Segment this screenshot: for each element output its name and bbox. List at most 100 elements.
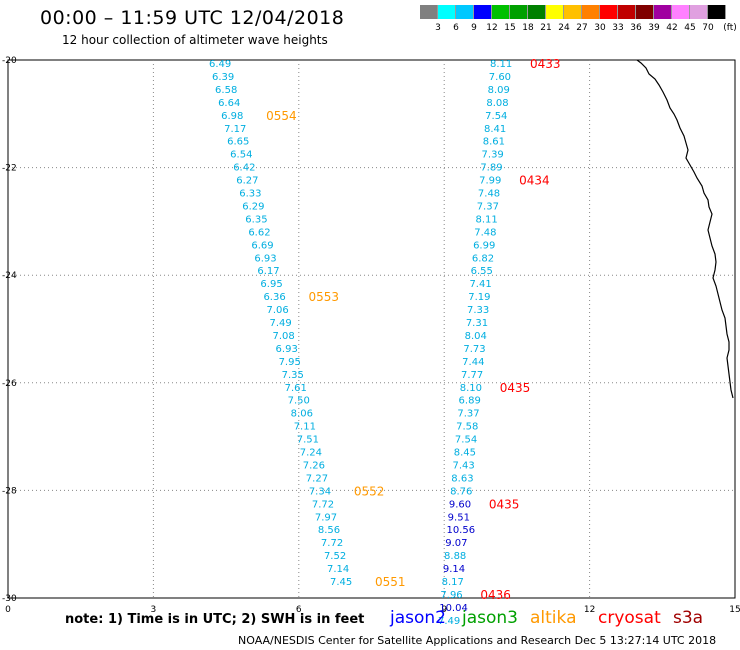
legend-label: 21	[540, 23, 552, 33]
wave-height-label: 7.24	[300, 448, 322, 459]
wave-height-label: 8.04	[465, 331, 487, 342]
wave-height-label: 7.54	[455, 435, 477, 446]
pass-time-label: 0435	[500, 381, 531, 395]
legend-unit: (ft)	[723, 23, 737, 33]
wave-height-label: 7.11	[294, 422, 316, 433]
legend-label: 36	[630, 23, 642, 33]
wave-height-label: 8.63	[451, 473, 473, 484]
x-tick-label: 12	[584, 605, 595, 615]
map-subtitle: 12 hour collection of altimeter wave hei…	[62, 33, 328, 47]
wave-height-label: 8.88	[444, 551, 466, 562]
wave-height-label: 6.62	[248, 227, 270, 238]
wave-height-label: 7.31	[466, 318, 488, 329]
wave-height-label: 8.76	[450, 486, 472, 497]
pass-time-label: 0436	[480, 588, 511, 602]
wave-height-label: 8.06	[291, 409, 313, 420]
pass-time-label: 0433	[530, 57, 561, 71]
legend-swatch	[474, 5, 492, 19]
wave-height-label: 9.60	[449, 499, 471, 510]
wave-height-label: 9.07	[445, 538, 467, 549]
satellite-name: s3a	[673, 608, 704, 628]
legend-swatch	[510, 5, 528, 19]
wave-height-label: 7.37	[477, 201, 499, 212]
wave-height-label: 8.56	[318, 525, 340, 536]
wave-height-label: 7.41	[469, 279, 491, 290]
legend-swatch	[564, 5, 582, 19]
wave-height-label: 7.61	[285, 383, 307, 394]
x-tick-label: 3	[151, 605, 157, 615]
legend-label: 42	[666, 23, 678, 33]
wave-height-label: 7.45	[330, 577, 352, 588]
wave-height-label: 6.93	[254, 253, 276, 264]
legend-swatch	[690, 5, 708, 19]
satellite-name: cryosat	[598, 608, 661, 628]
wave-height-label: 9.14	[443, 564, 465, 575]
coastline	[636, 59, 734, 399]
legend-swatch	[600, 5, 618, 19]
wave-height-label: 7.97	[315, 512, 337, 523]
satellite-name: altika	[530, 608, 577, 628]
grid-lines: 0 3 6 9 12 15 -20 -22 -24 -26 -28 -30	[2, 56, 740, 615]
wave-height-label: 7.49	[270, 318, 292, 329]
legend-label: 33	[612, 23, 624, 33]
wave-height-label: 7.26	[303, 460, 325, 471]
wave-height-label: 6.17	[257, 266, 279, 277]
pass-time-label: 0435	[489, 497, 520, 511]
wave-height-label: 7.72	[312, 499, 334, 510]
y-tick-label: -30	[2, 594, 17, 604]
wave-height-label: 7.48	[478, 189, 500, 200]
wave-height-label: 6.89	[459, 396, 481, 407]
wave-height-label: 10.04	[439, 603, 468, 614]
wave-height-label: 9.51	[448, 512, 470, 523]
wave-height-label: 7.33	[467, 305, 489, 316]
wave-height-label: 8.08	[486, 98, 508, 109]
note-text: note: 1) Time is in UTC; 2) SWH is in fe…	[65, 612, 365, 627]
wave-height-label: 7.39	[482, 150, 504, 161]
wave-height-label: 7.58	[456, 422, 478, 433]
wave-height-label: 7.49	[438, 616, 460, 627]
wave-height-label: 7.44	[462, 357, 484, 368]
wave-height-label: 6.93	[276, 344, 298, 355]
wave-height-label: 6.54	[230, 150, 252, 161]
wave-height-label: 7.48	[474, 227, 496, 238]
wave-height-label: 8.45	[454, 448, 476, 459]
legend-swatch	[708, 5, 726, 19]
legend-label: 18	[522, 23, 534, 33]
wave-height-label: 7.17	[224, 124, 246, 135]
legend-swatch	[582, 5, 600, 19]
pass-time-label: 0553	[308, 290, 339, 304]
wave-height-label: 6.98	[221, 111, 243, 122]
wave-height-label: 6.95	[260, 279, 282, 290]
wave-height-label: 6.65	[227, 137, 249, 148]
wave-height-label: 7.96	[440, 590, 462, 601]
y-tick-label: -26	[2, 379, 17, 389]
legend-label: 3	[435, 23, 441, 33]
wave-height-label: 6.29	[242, 201, 264, 212]
wave-height-label: 7.51	[297, 435, 319, 446]
wave-height-label: 6.35	[245, 214, 267, 225]
legend-label: 45	[684, 23, 696, 33]
x-tick-label: 9	[441, 605, 447, 615]
wave-height-label: 7.95	[279, 357, 301, 368]
y-tick-label: -24	[2, 271, 17, 281]
wave-height-label: 8.41	[484, 124, 506, 135]
wave-height-label: 7.35	[282, 370, 304, 381]
satellite-name: jason3	[462, 608, 518, 628]
legend-swatch	[618, 5, 636, 19]
x-tick-label: 0	[5, 605, 11, 615]
legend-label: 30	[594, 23, 606, 33]
wave-height-label: 7.54	[485, 111, 507, 122]
wave-height-label: 8.61	[483, 137, 505, 148]
wave-height-label: 6.36	[263, 292, 285, 303]
wave-height-label: 7.06	[266, 305, 288, 316]
y-tick-label: -20	[2, 56, 17, 66]
plot-frame	[7, 59, 736, 599]
wave-height-label: 8.09	[488, 85, 510, 96]
legend-label: 70	[702, 23, 714, 33]
legend-swatch	[528, 5, 546, 19]
wave-height-label: 6.27	[236, 176, 258, 187]
legend-swatch	[546, 5, 564, 19]
pass-time-label: 0554	[266, 109, 297, 123]
wave-height-label: 6.49	[209, 59, 231, 70]
